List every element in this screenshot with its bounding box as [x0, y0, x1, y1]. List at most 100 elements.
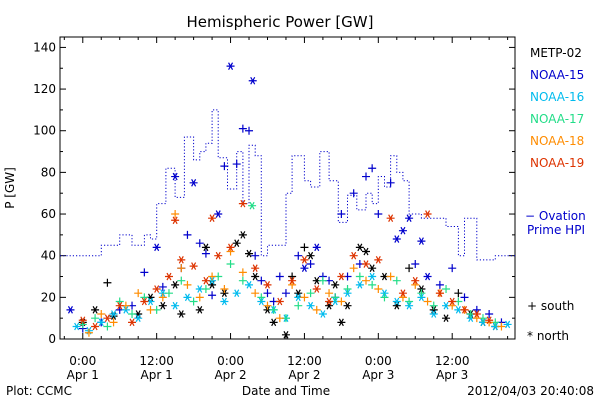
north-marker: [417, 293, 426, 302]
north-marker: [251, 264, 260, 272]
south-marker: [417, 289, 426, 298]
south-marker: [195, 293, 204, 302]
north-marker: [423, 272, 432, 281]
south-marker: [411, 260, 420, 269]
north-marker: [245, 281, 254, 289]
north-marker: [429, 310, 438, 318]
north-marker: [115, 301, 124, 310]
legend-entry: NOAA-15: [530, 68, 584, 82]
north-marker: [442, 314, 451, 322]
x-tick-date: Apr 1: [141, 368, 173, 382]
legend-entry: NOAA-18: [530, 134, 584, 148]
south-marker: [263, 289, 272, 298]
north-marker: [331, 281, 340, 289]
north-marker: [189, 262, 198, 270]
x-tick-time: 0:00: [365, 354, 392, 368]
south-marker: [362, 172, 371, 181]
north-marker: [343, 301, 352, 310]
north-marker: [232, 239, 241, 247]
south-marker: [411, 280, 420, 289]
south-marker: [263, 301, 272, 310]
south-marker: [325, 289, 334, 298]
north-marker: [248, 76, 257, 85]
north-marker: [158, 301, 167, 310]
x-tick-date: Apr 2: [214, 368, 246, 382]
south-marker: [312, 305, 321, 314]
north-marker: [362, 260, 371, 268]
north-marker: [226, 243, 235, 252]
north-marker: [312, 285, 321, 293]
north-marker: [220, 289, 229, 297]
south-marker: [208, 291, 217, 300]
north-marker: [398, 289, 407, 297]
south-marker: [226, 260, 235, 269]
south-marker: [460, 293, 469, 302]
south-marker: [343, 285, 352, 294]
x-tick-time: 0:00: [69, 354, 96, 368]
north-marker: [66, 306, 75, 314]
north-marker: [368, 264, 377, 272]
legend-ovation-line2: Prime HPI: [527, 223, 585, 237]
north-marker: [91, 322, 100, 331]
south-marker: [84, 328, 93, 337]
north-marker: [349, 251, 358, 260]
north-marker: [435, 289, 444, 297]
legend-entry: NOAA-19: [530, 156, 584, 170]
south-marker: [245, 126, 254, 135]
north-marker: [208, 214, 217, 222]
north-marker: [368, 272, 377, 281]
north-marker: [263, 281, 272, 289]
north-marker: [275, 297, 284, 306]
south-marker: [251, 289, 260, 298]
legend-ovation-line1: − Ovation: [525, 209, 586, 223]
north-marker: [325, 301, 334, 310]
south-marker: [429, 301, 438, 310]
south-marker: [177, 276, 186, 285]
south-marker: [423, 297, 432, 306]
south-marker: [392, 276, 401, 285]
north-marker: [134, 314, 143, 322]
south-marker: [331, 293, 340, 302]
x-tick-time: 12:00: [287, 354, 322, 368]
south-marker: [232, 160, 241, 169]
chart-title: Hemispheric Power [GW]: [187, 13, 374, 31]
south-marker: [454, 289, 463, 298]
south-marker: [91, 314, 100, 323]
north-marker: [503, 320, 512, 329]
series-noaa-15: [66, 62, 506, 333]
south-marker: [386, 178, 395, 187]
plot-source: Plot: CCMC: [6, 384, 72, 398]
north-marker: [251, 272, 260, 281]
north-marker: [183, 293, 192, 302]
north-marker: [288, 276, 297, 285]
data-markers: [66, 62, 512, 339]
south-marker: [448, 264, 457, 273]
north-marker: [195, 306, 204, 314]
south-marker: [368, 280, 377, 289]
south-marker: [183, 280, 192, 289]
south-marker: [220, 285, 229, 294]
x-tick-date: Apr 3: [436, 368, 468, 382]
south-marker: [177, 264, 186, 273]
y-tick-label: 0: [48, 332, 56, 346]
north-marker: [257, 297, 266, 306]
north-marker: [140, 297, 149, 306]
north-marker: [220, 297, 229, 306]
north-marker: [72, 322, 81, 331]
north-marker: [164, 272, 173, 281]
north-marker: [392, 301, 401, 310]
north-marker: [380, 289, 389, 297]
x-tick-date: Apr 1: [67, 368, 99, 382]
series-noaa-19: [78, 199, 494, 331]
y-tick-label: 140: [33, 40, 56, 54]
south-marker: [337, 210, 346, 219]
y-tick-label: 120: [33, 82, 56, 96]
south-marker: [134, 289, 143, 298]
series-noaa-18: [84, 210, 506, 337]
north-marker: [245, 249, 254, 258]
south-marker: [300, 293, 309, 302]
north-marker: [417, 285, 426, 293]
south-marker: [368, 164, 377, 173]
south-marker: [220, 162, 229, 171]
